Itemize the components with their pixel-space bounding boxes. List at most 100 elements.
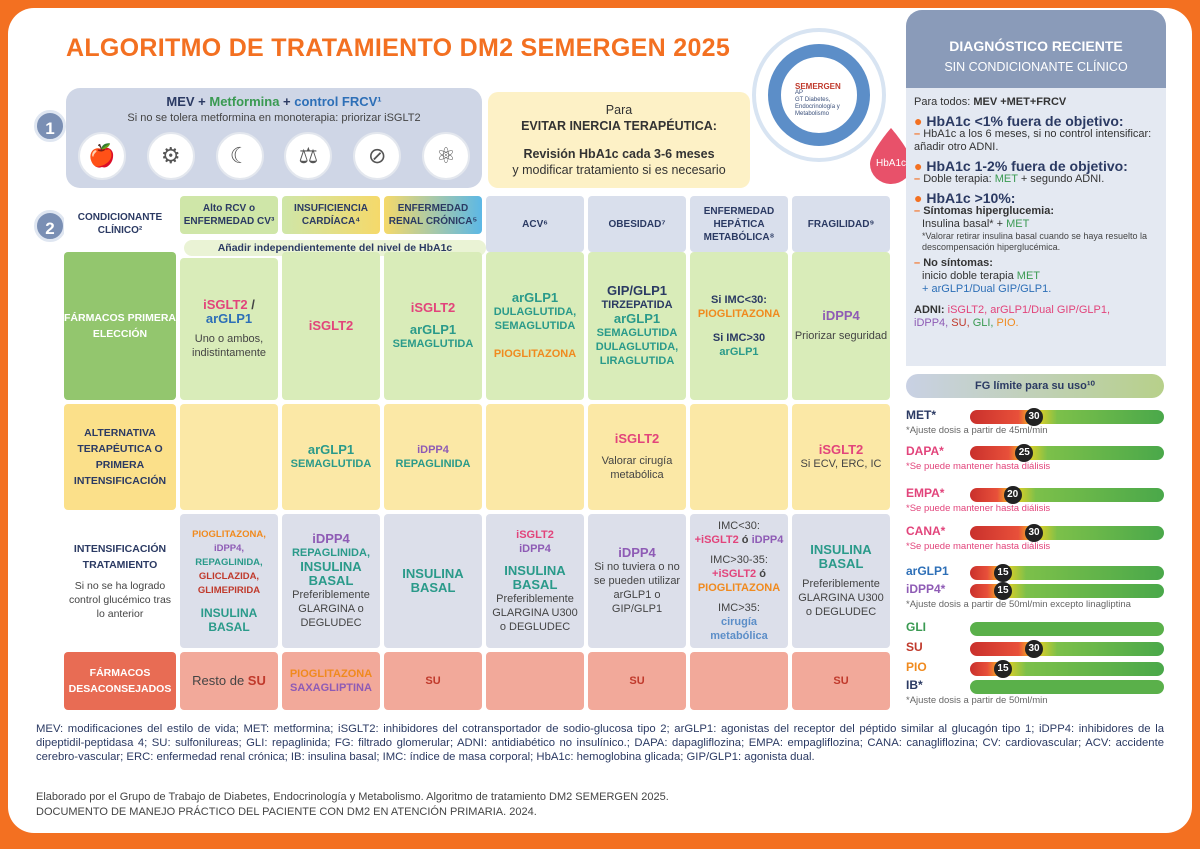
fg-bar — [970, 446, 1164, 460]
fg-bar — [970, 410, 1164, 424]
header-acv: ACV⁶ — [486, 196, 584, 252]
cell-r3-c4: iSGLT2 iDPP4 INSULINA BASAL Preferibleme… — [486, 514, 584, 648]
fg-label: PIO — [906, 660, 927, 674]
hba1c-badge: HbA1c — [876, 158, 906, 169]
fg-note: *Ajuste dosis a partir de 45ml/min — [906, 425, 1048, 436]
hba1c-sintomas-text: Insulina basal* + MET — [922, 218, 1030, 230]
hba1c-no-sintomas-text: inicio doble terapia MET — [922, 270, 1041, 282]
fg-bar — [970, 566, 1164, 580]
fg-note: *Se puede mantener hasta diálisis — [906, 541, 1051, 552]
glucose-meter-icon: ⚛ — [421, 132, 470, 180]
right-panel-header: DIAGNÓSTICO RECIENTE SIN CONDICIONANTE C… — [906, 10, 1166, 88]
hba1c-1-2-text: – Doble terapia: MET + segundo ADNI. — [914, 173, 1105, 185]
credit-line-2: DOCUMENTO DE MANEJO PRÁCTICO DEL PACIENT… — [36, 806, 537, 818]
cell-r4-c4 — [486, 652, 584, 710]
step-1-main: MEV + Metformina + control FRCV¹ — [66, 94, 482, 109]
fg-label: SU — [906, 640, 923, 654]
hba1c-sintomas: – Síntomas hiperglucemia: — [914, 205, 1054, 217]
fg-note: *Se puede mantener hasta diálisis — [906, 503, 1051, 514]
cell-r1-c2: iSGLT2 — [282, 252, 380, 400]
cell-r3-c2: iDPP4 REPAGLINIDA, INSULINA BASAL Prefer… — [282, 514, 380, 648]
no-smoking-icon: ⊘ — [353, 132, 402, 180]
inercia-line1: Para — [605, 103, 633, 117]
cell-r3-c3: INSULINA BASAL — [384, 514, 482, 648]
fg-threshold-marker: 30 — [1025, 408, 1044, 426]
lifestyle-icons: 🍎 ⚙ ☾ ⚖ ⊘ ⚛ — [78, 132, 470, 184]
semergen-logo: SEMERGEN AP GT Diabetes, Endocrinología … — [752, 28, 886, 162]
fg-bar — [970, 662, 1164, 676]
hba1c-drop-icon: HbA1c — [870, 128, 912, 184]
mev-text: MEV — [166, 94, 195, 109]
right-panel-body: Para todos: MEV +MET+FRCV ● HbA1c <1% fu… — [914, 96, 1164, 330]
cell-r1-c5: GIP/GLP1 TIRZEPATIDA arGLP1 SEMAGLUTIDA … — [588, 252, 686, 400]
fg-row: EMPA* *Se puede mantener hasta diálisis 20 — [904, 486, 1166, 516]
step-1-badge: 1 — [34, 110, 66, 142]
fg-threshold-marker: 15 — [993, 660, 1012, 678]
cell-r1-c1: iSGLT2 / arGLP1 Uno o ambos, indistintam… — [180, 258, 278, 400]
fg-row: iDPP4* *Ajuste dosis a partir de 50ml/min… — [904, 582, 1166, 612]
hba1c-lt1-text: – HbA1c a los 6 meses, si no control int… — [914, 128, 1152, 153]
header-erc: ENFERMEDAD RENAL CRÓNICA⁵ — [384, 196, 482, 234]
fg-label: MET* — [906, 408, 936, 422]
logo-sub1: AP — [795, 90, 804, 96]
cell-r2-c3: iDPP4 REPAGLINIDA — [384, 404, 482, 510]
logo-sub2: GT Diabetes, Endocrinología y Metabolism… — [795, 97, 840, 117]
fg-threshold-marker: 30 — [1025, 524, 1044, 542]
credits: Elaborado por el Grupo de Trabajo de Dia… — [36, 790, 669, 820]
fg-label: CANA* — [906, 524, 946, 538]
page-title: ALGORITMO DE TRATAMIENTO DM2 SEMERGEN 20… — [66, 34, 731, 62]
top-stripe — [0, 0, 1200, 4]
fg-row: GLI — [904, 620, 1166, 650]
legend-text: MEV: modificaciones del estilo de vida; … — [36, 723, 1164, 763]
right-panel-title: DIAGNÓSTICO RECIENTE — [949, 38, 1123, 54]
cell-r2-c5: iSGLT2 Valorar cirugía metabólica — [588, 404, 686, 510]
inercia-line4: y modificar tratamiento si es necesario — [512, 163, 726, 177]
cell-r1-c4: arGLP1 DULAGLUTIDA, SEMAGLUTIDA PIOGLITA… — [486, 252, 584, 400]
right-panel-subtitle: SIN CONDICIONANTE CLÍNICO — [944, 60, 1128, 74]
logo-name: SEMERGEN — [795, 82, 841, 91]
plus-text-2: + — [279, 94, 295, 109]
row-desaconsejados: FÁRMACOS DESACONSEJADOS — [64, 652, 176, 710]
fg-row: arGLP1 15 — [904, 564, 1166, 594]
inercia-box: Para EVITAR INERCIA TERAPÉUTICA: Revisió… — [488, 92, 750, 188]
hba1c-no-sintomas-text2: + arGLP1/Dual GIP/GLP1. — [922, 283, 1052, 295]
cell-r2-c2: arGLP1 SEMAGLUTIDA — [282, 404, 380, 510]
inercia-line3: Revisión HbA1c cada 3-6 meses — [523, 147, 715, 161]
fg-label: GLI — [906, 620, 926, 634]
logo-text: SEMERGEN AP GT Diabetes, Endocrinología … — [795, 83, 845, 118]
fg-bar — [970, 622, 1164, 636]
logo-ring-inner: SEMERGEN AP GT Diabetes, Endocrinología … — [768, 44, 870, 146]
header-insuficiencia: INSUFICIENCIA CARDÍACA⁴ — [282, 196, 380, 234]
hba1c-no-sintomas: – No síntomas: — [914, 257, 993, 269]
fg-note: *Ajuste dosis a partir de 50ml/min — [906, 695, 1048, 706]
fg-title: FG límite para su uso¹⁰ — [906, 374, 1164, 398]
cell-r4-c1: Resto de SU — [180, 652, 278, 710]
cell-r1-c6: Si IMC<30: PIOGLITAZONA Si IMC>30 arGLP1 — [690, 252, 788, 400]
weight-scale-icon: ⚖ — [284, 132, 333, 180]
cell-r2-c1 — [180, 404, 278, 510]
fg-row: PIO 15 — [904, 660, 1166, 690]
fg-bar — [970, 488, 1164, 502]
frcv-text: control FRCV¹ — [294, 94, 382, 109]
cell-r1-c7: iDPP4 Priorizar seguridad — [792, 252, 890, 400]
fg-bar — [970, 526, 1164, 540]
row-primera-eleccion: FÁRMACOS PRIMERA ELECCIÓN — [64, 252, 176, 400]
fg-note: *Se puede mantener hasta diálisis — [906, 461, 1051, 472]
fg-threshold-marker: 20 — [1003, 486, 1022, 504]
cell-r3-c7: INSULINA BASAL Preferiblemente GLARGINA … — [792, 514, 890, 648]
cell-r4-c5: SU — [588, 652, 686, 710]
row-alternativa: ALTERNATIVA TERAPÉUTICA O PRIMERA INTENS… — [64, 404, 176, 510]
fg-row: DAPA* *Se puede mantener hasta diálisis 25 — [904, 444, 1166, 474]
hba1c-1-2-heading: ● HbA1c 1-2% fuera de objetivo: — [914, 158, 1128, 174]
mind-icon: ⚙ — [146, 132, 195, 180]
cell-r2-c4 — [486, 404, 584, 510]
fg-bar — [970, 642, 1164, 656]
hba1c-note: *Valorar retirar insulina basal cuando s… — [922, 231, 1147, 252]
para-todos: Para todos: MEV +MET+FRCV — [914, 96, 1067, 108]
cell-r1-c3: iSGLT2 arGLP1 SEMAGLUTIDA — [384, 252, 482, 400]
fg-label: arGLP1 — [906, 564, 949, 578]
header-alto-rcv: Alto RCV o ENFERMEDAD CV³ — [180, 196, 278, 234]
right-panel: DIAGNÓSTICO RECIENTE SIN CONDICIONANTE C… — [906, 10, 1166, 366]
inercia-line2: EVITAR INERCIA TERAPÉUTICA: — [521, 119, 717, 133]
fg-row: CANA* *Se puede mantener hasta diálisis 30 — [904, 524, 1166, 554]
